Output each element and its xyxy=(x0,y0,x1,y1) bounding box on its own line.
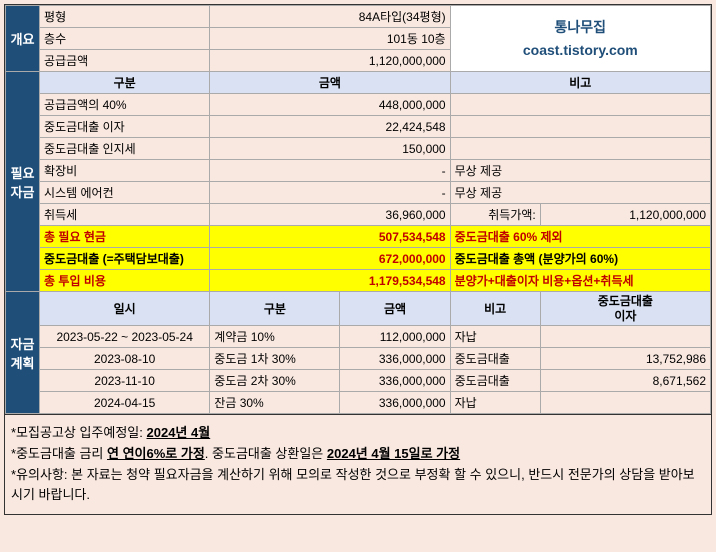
tot-l0: 총 필요 현금 xyxy=(40,226,210,248)
req-n1 xyxy=(450,116,710,138)
s2i: 8,671,562 xyxy=(540,370,710,392)
notes-block: *모집공고상 입주예정일: 2024년 4월 *중도금대출 금리 연 연이6%로… xyxy=(5,414,711,514)
req-l0: 공급금액의 40% xyxy=(40,94,210,116)
sch-h3: 금액 xyxy=(340,292,450,326)
req-l4: 시스템 에어컨 xyxy=(40,182,210,204)
s0d: 2023-05-22 ~ 2023-05-24 xyxy=(40,326,210,348)
note-line-3: *유의사항: 본 자료는 청약 필요자금을 계산하기 위해 모의로 작성한 것으… xyxy=(11,465,705,507)
tot-n1: 중도금대출 총액 (분양가의 60%) xyxy=(450,248,710,270)
ov-val-1: 101동 10층 xyxy=(210,28,450,50)
s1a: 336,000,000 xyxy=(340,348,450,370)
s2a: 336,000,000 xyxy=(340,370,450,392)
s0i xyxy=(540,326,710,348)
req-n5l: 취득가액: xyxy=(450,204,540,226)
tot-n2: 분양가+대출이자 비용+옵션+취득세 xyxy=(450,270,710,292)
side-overview: 개요 xyxy=(6,6,40,72)
sch-h5: 중도금대출 이자 xyxy=(540,292,710,326)
req-n3: 무상 제공 xyxy=(450,160,710,182)
ov-label-1: 층수 xyxy=(40,28,210,50)
req-a0: 448,000,000 xyxy=(210,94,450,116)
ov-label-0: 평형 xyxy=(40,6,210,28)
req-a1: 22,424,548 xyxy=(210,116,450,138)
req-a2: 150,000 xyxy=(210,138,450,160)
req-l5: 취득세 xyxy=(40,204,210,226)
s1d: 2023-08-10 xyxy=(40,348,210,370)
req-l2: 중도금대출 인지세 xyxy=(40,138,210,160)
wm1: 통나무집 xyxy=(555,19,607,35)
s3i xyxy=(540,392,710,414)
s0n: 자납 xyxy=(450,326,540,348)
req-h1: 구분 xyxy=(40,72,210,94)
s0t: 계약금 10% xyxy=(210,326,340,348)
req-n0 xyxy=(450,94,710,116)
s0a: 112,000,000 xyxy=(340,326,450,348)
s2n: 중도금대출 xyxy=(450,370,540,392)
ov-label-2: 공급금액 xyxy=(40,50,210,72)
s3a: 336,000,000 xyxy=(340,392,450,414)
watermark: 통나무집 coast.tistory.com xyxy=(450,6,710,72)
sch-h1: 일시 xyxy=(40,292,210,326)
s2t: 중도금 2차 30% xyxy=(210,370,340,392)
req-l3: 확장비 xyxy=(40,160,210,182)
main-table: 개요 평형 84A타입(34평형) 통나무집 coast.tistory.com… xyxy=(4,4,712,515)
tot-n0: 중도금대출 60% 제외 xyxy=(450,226,710,248)
ov-val-0: 84A타입(34평형) xyxy=(210,6,450,28)
req-a3: - xyxy=(210,160,450,182)
req-n4: 무상 제공 xyxy=(450,182,710,204)
req-h2: 금액 xyxy=(210,72,450,94)
tot-a1: 672,000,000 xyxy=(210,248,450,270)
s1n: 중도금대출 xyxy=(450,348,540,370)
s2d: 2023-11-10 xyxy=(40,370,210,392)
tot-l2: 총 투입 비용 xyxy=(40,270,210,292)
note-line-2: *중도금대출 금리 연 연이6%로 가정. 중도금대출 상환일은 2024년 4… xyxy=(11,444,705,465)
req-l1: 중도금대출 이자 xyxy=(40,116,210,138)
s3n: 자납 xyxy=(450,392,540,414)
s3t: 잔금 30% xyxy=(210,392,340,414)
note-line-1: *모집공고상 입주예정일: 2024년 4월 xyxy=(11,423,705,444)
s1t: 중도금 1차 30% xyxy=(210,348,340,370)
tot-a2: 1,179,534,548 xyxy=(210,270,450,292)
req-n5v: 1,120,000,000 xyxy=(540,204,710,226)
ov-val-2: 1,120,000,000 xyxy=(210,50,450,72)
req-h3: 비고 xyxy=(450,72,710,94)
s1i: 13,752,986 xyxy=(540,348,710,370)
tot-l1: 중도금대출 (=주택담보대출) xyxy=(40,248,210,270)
s3d: 2024-04-15 xyxy=(40,392,210,414)
tot-a0: 507,534,548 xyxy=(210,226,450,248)
side-schedule: 자금 계획 xyxy=(6,292,40,414)
req-a5: 36,960,000 xyxy=(210,204,450,226)
wm2: coast.tistory.com xyxy=(523,42,638,58)
req-a4: - xyxy=(210,182,450,204)
sch-h4: 비고 xyxy=(450,292,540,326)
sch-h2: 구분 xyxy=(210,292,340,326)
side-required: 필요 자금 xyxy=(6,72,40,292)
req-n2 xyxy=(450,138,710,160)
